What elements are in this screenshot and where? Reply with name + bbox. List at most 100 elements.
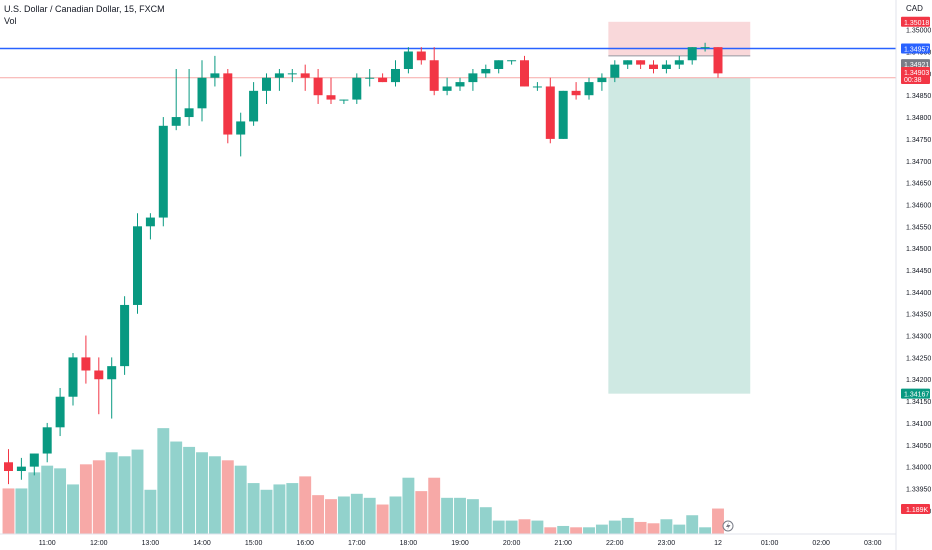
volume-bar	[402, 477, 415, 534]
lightning-icon-glyph	[726, 522, 731, 530]
candle-body	[339, 99, 349, 101]
volume-bar	[647, 523, 660, 534]
volume-bar	[441, 497, 454, 534]
volume-bar	[570, 527, 583, 534]
candle-body	[416, 51, 426, 61]
candle-body	[494, 60, 504, 69]
volume-bar	[699, 527, 712, 534]
y-tick-label: 1.34150	[906, 399, 931, 406]
y-tick-label: 1.34800	[906, 115, 931, 122]
x-tick-label: 03:00	[864, 540, 882, 547]
price-axis-label	[901, 59, 930, 70]
candle-body	[197, 77, 207, 109]
volume-bar	[131, 449, 144, 534]
candle-body	[468, 73, 478, 83]
volume-bar	[583, 527, 595, 534]
volume-bar	[2, 488, 15, 534]
candle-body	[455, 82, 465, 87]
candle-body	[107, 366, 117, 380]
volume-bar	[505, 520, 518, 534]
volume-axis-label	[901, 504, 930, 514]
x-tick-label: 01:00	[761, 540, 779, 547]
y-tick-label: 1.34750	[906, 137, 931, 144]
candle-body	[326, 95, 336, 100]
volume-bar	[286, 483, 299, 534]
candle-body	[300, 73, 310, 78]
volume-bar	[428, 477, 441, 534]
candle-body	[210, 73, 220, 78]
price-axis-countdown: 00:38	[904, 77, 922, 84]
stop-loss-zone	[608, 21, 751, 56]
candle-body	[571, 90, 581, 96]
candle-body	[674, 60, 684, 65]
volume-bar	[144, 489, 157, 534]
candle-body	[184, 108, 194, 118]
x-tick-label: 21:00	[554, 540, 572, 547]
y-tick-label: 1.34550	[906, 224, 931, 231]
y-tick-label: 1.34400	[906, 290, 931, 297]
y-tick-label: 1.34300	[906, 334, 931, 341]
volume-bar	[312, 495, 325, 534]
volume-bar	[415, 491, 428, 534]
candle-body	[507, 60, 517, 62]
candle-body	[287, 73, 297, 75]
candle-body	[636, 60, 646, 65]
candle-body	[133, 226, 142, 305]
volume-bar	[299, 476, 312, 534]
candle-body	[68, 357, 78, 397]
y-tick-label: 1.34600	[906, 202, 931, 209]
candle-body	[223, 73, 233, 135]
volume-bar	[183, 446, 196, 534]
candle-body	[171, 117, 181, 126]
x-tick-label: 22:00	[606, 540, 624, 547]
y-tick-label: 1.34850	[906, 93, 931, 100]
volume-bar	[557, 525, 570, 534]
volume-bar	[273, 484, 286, 534]
y-tick-label: 1.34200	[906, 377, 931, 384]
volume-bar	[325, 499, 337, 534]
volume-legend-label[interactable]: Vol	[4, 16, 17, 26]
candle-body	[545, 86, 555, 139]
candle-body	[262, 77, 271, 91]
volume-bar	[466, 499, 479, 534]
candle-body	[520, 60, 529, 87]
candle-body	[4, 462, 13, 472]
volume-bar	[479, 507, 492, 534]
x-tick-label: 19:00	[451, 540, 469, 547]
candle-body	[81, 357, 91, 371]
x-tick-label: 17:00	[348, 540, 366, 547]
candle-body	[584, 82, 594, 96]
price-axis-label-text: 1.34167	[904, 392, 929, 399]
volume-bar	[221, 460, 234, 534]
volume-bar	[634, 521, 647, 534]
y-tick-label: 1.34350	[906, 312, 931, 319]
y-tick-label: 1.34650	[906, 181, 931, 188]
candle-body	[532, 86, 542, 88]
chart-title[interactable]: U.S. Dollar / Canadian Dollar, 15, FXCM	[4, 4, 165, 14]
volume-bar	[247, 483, 260, 534]
volume-bar	[337, 496, 350, 534]
candle-body	[378, 77, 388, 83]
candle-body	[481, 68, 491, 74]
candle-body	[623, 60, 633, 65]
volume-bar	[350, 493, 363, 534]
y-tick-label: 1.35000	[906, 28, 931, 35]
volume-bar	[686, 515, 699, 534]
x-tick-label: 12:00	[90, 540, 108, 547]
candle-body	[403, 51, 413, 69]
volume-bar	[518, 519, 531, 534]
volume-bar	[608, 520, 621, 534]
candle-body	[55, 396, 65, 428]
currency-label: CAD	[906, 4, 923, 13]
candle-body	[558, 90, 568, 139]
x-tick-label: 20:00	[503, 540, 521, 547]
candle-body	[365, 77, 375, 79]
volume-bar	[544, 527, 557, 534]
y-tick-label: 1.34250	[906, 355, 931, 362]
x-tick-label: 12	[714, 540, 722, 547]
price-axis-label	[901, 67, 930, 85]
candle-body	[249, 90, 259, 122]
volume-bar	[376, 504, 389, 534]
y-tick-label: 1.34450	[906, 268, 931, 275]
